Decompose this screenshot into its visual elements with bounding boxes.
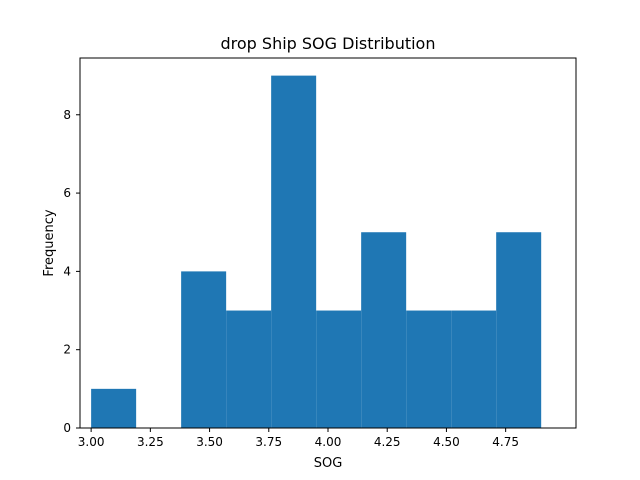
y-tick-label: 0: [63, 421, 71, 435]
y-axis-label: Frequency: [42, 209, 57, 276]
histogram-bar-7: [406, 310, 452, 428]
x-tick-label: 3.75: [255, 435, 282, 449]
x-axis-label: SOG: [314, 456, 343, 471]
y-tick-label: 2: [63, 343, 71, 357]
x-tick-label: 4.25: [374, 435, 401, 449]
histogram-bar-3: [226, 310, 272, 428]
bars-group: [91, 75, 542, 428]
x-tick-label: 3.25: [137, 435, 164, 449]
x-tick-label: 3.50: [196, 435, 223, 449]
y-tick-label: 6: [63, 186, 71, 200]
histogram-bar-2: [181, 271, 227, 428]
histogram-bar-5: [316, 310, 362, 428]
x-tick-label: 4.75: [492, 435, 519, 449]
x-tick-label: 3.00: [78, 435, 105, 449]
y-tick-label: 8: [63, 108, 71, 122]
histogram-bar-8: [451, 310, 497, 428]
histogram-bar-9: [496, 232, 542, 428]
y-axis-ticks: 0 2 4 6 8: [63, 108, 80, 435]
histogram-bar-6: [361, 232, 407, 428]
histogram-bar-4: [271, 75, 317, 428]
histogram-bar-0: [91, 388, 137, 428]
x-axis-ticks: 3.00 3.25 3.50 3.75 4.00 4.25 4.50 4.75: [78, 428, 519, 449]
x-tick-label: 4.00: [315, 435, 342, 449]
y-tick-label: 4: [63, 264, 71, 278]
x-tick-label: 4.50: [433, 435, 460, 449]
chart-title: drop Ship SOG Distribution: [221, 34, 436, 53]
